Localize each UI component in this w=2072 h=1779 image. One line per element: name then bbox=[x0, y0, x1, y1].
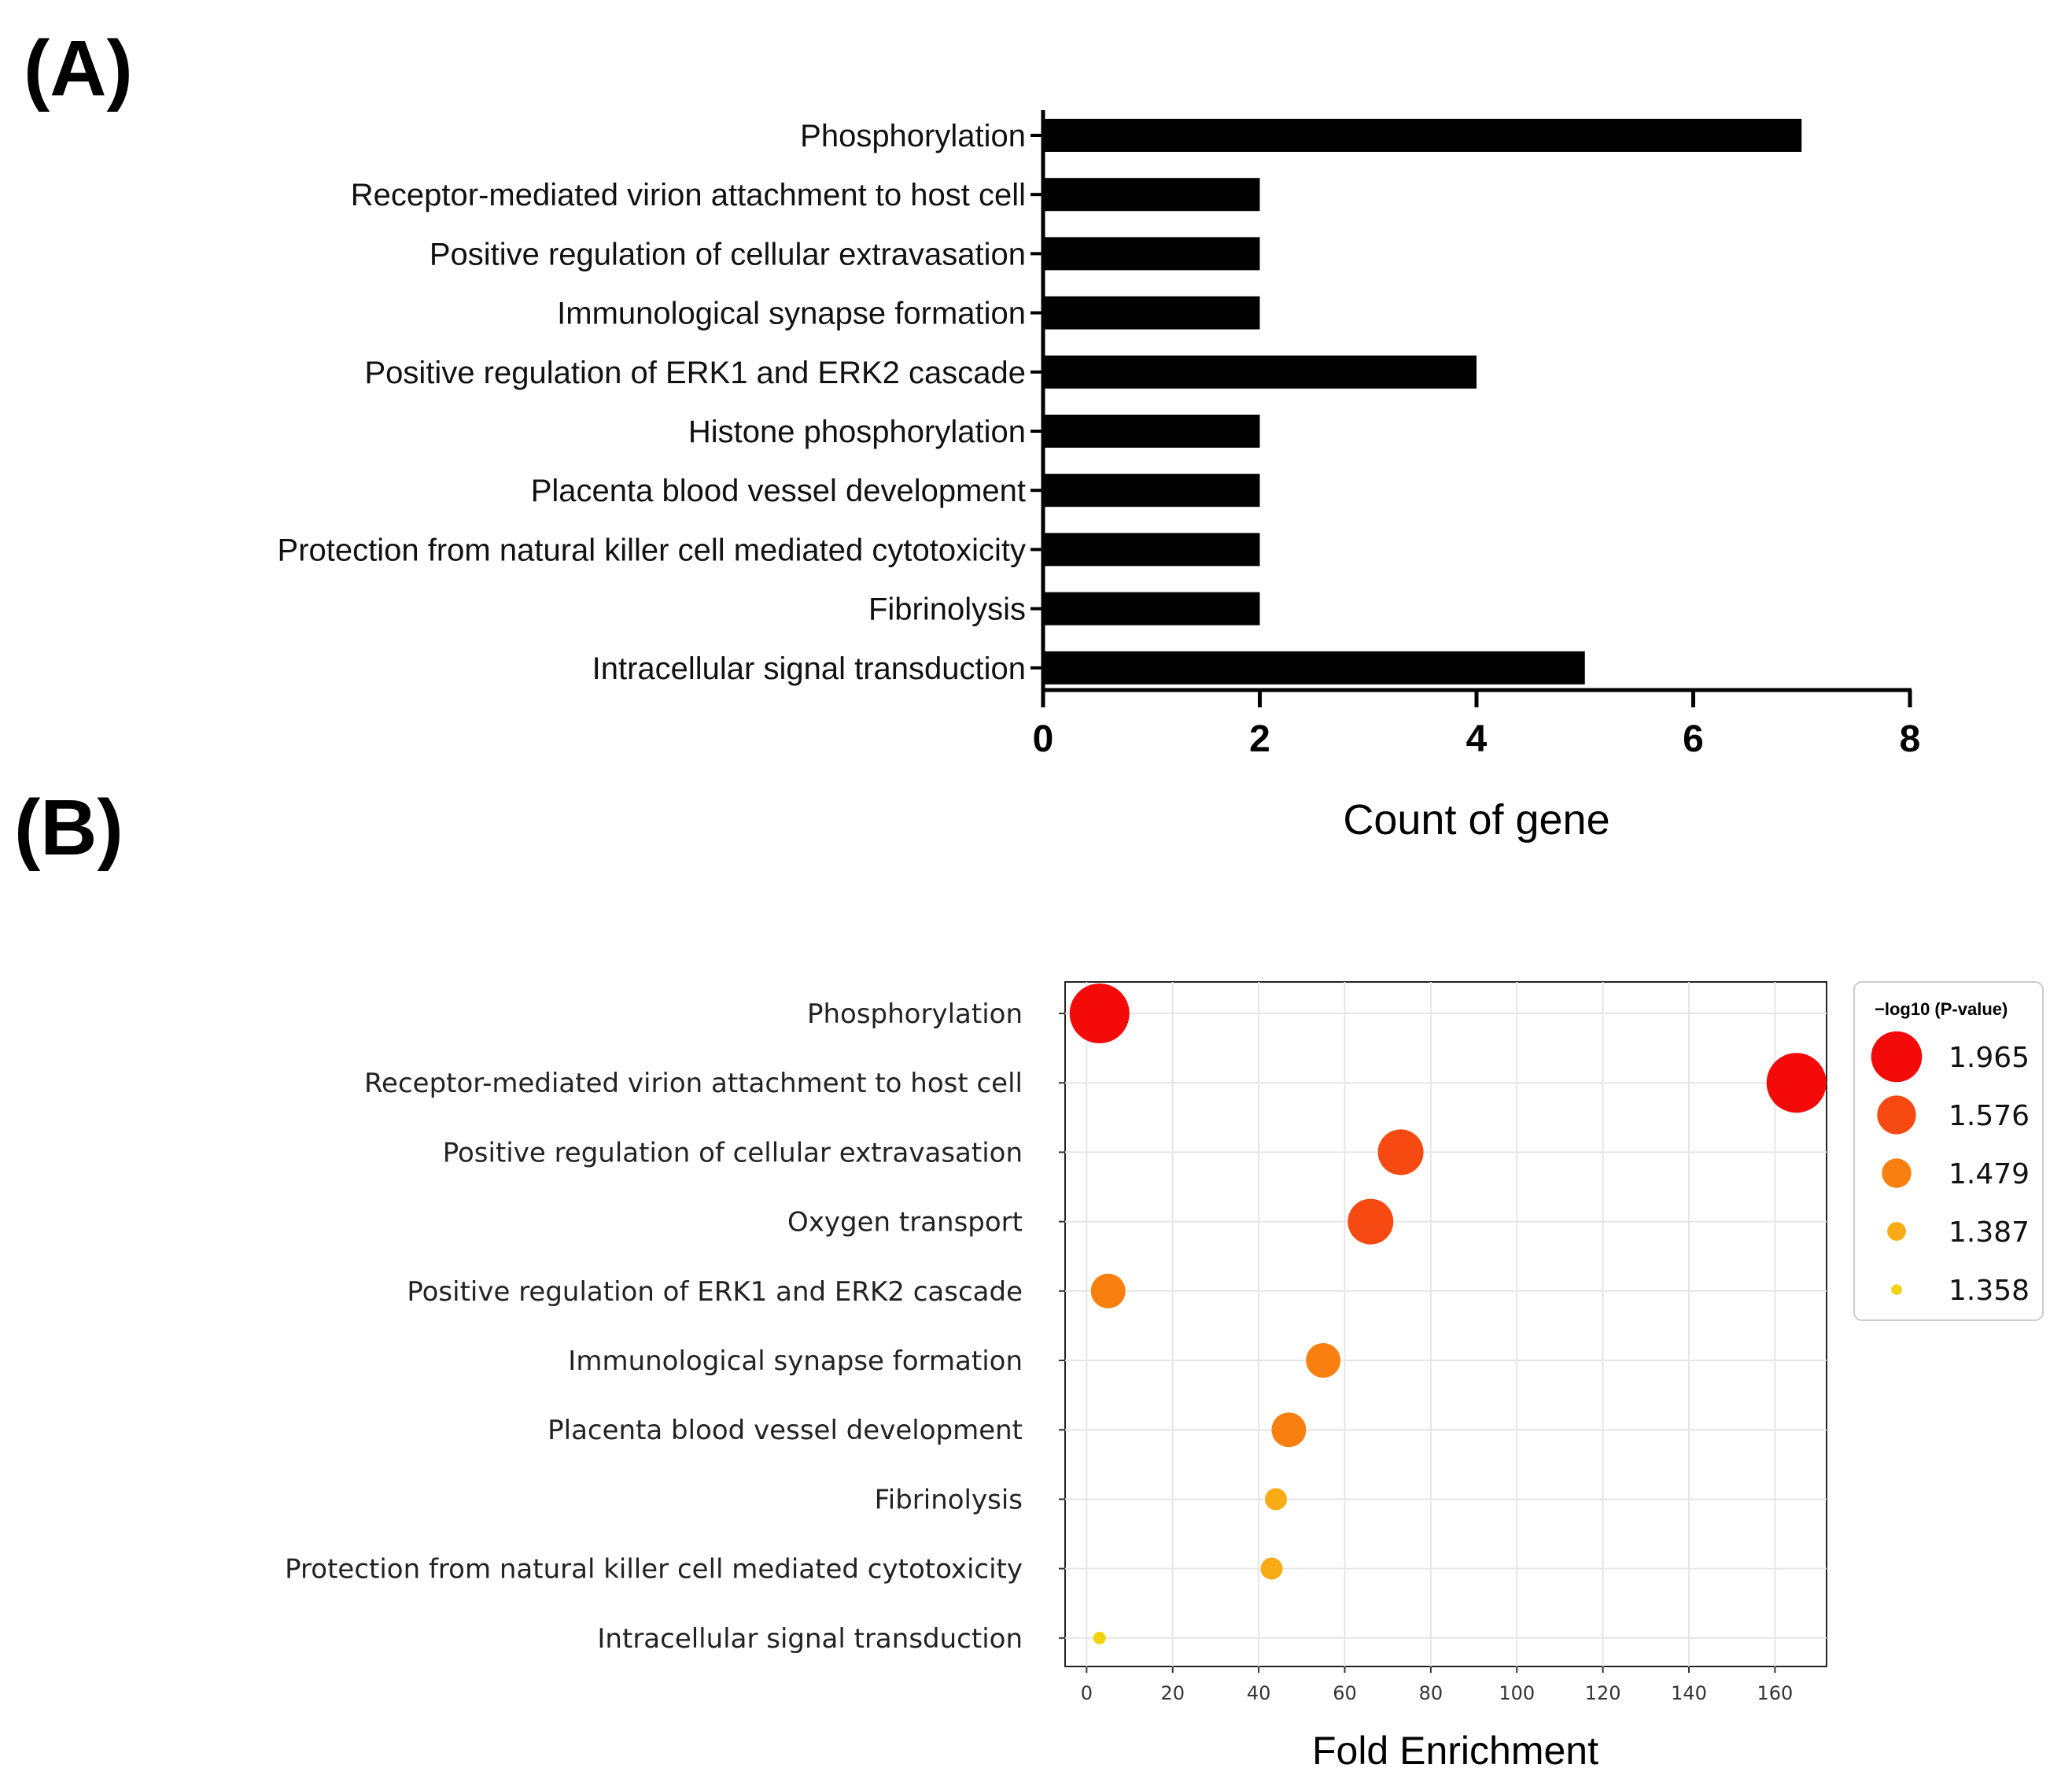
category-label: Placenta blood vessel development bbox=[531, 474, 1026, 508]
bubble-point bbox=[1260, 1557, 1283, 1580]
category-label: Immunological synapse formation bbox=[568, 1345, 1023, 1377]
legend-entry: 1.479 bbox=[1948, 1158, 2030, 1190]
category-label: Protection from natural killer cell medi… bbox=[278, 533, 1026, 567]
legend: −log10 (P-value) 1.965 1.576 1.479 1.387 1.35… bbox=[1853, 981, 2044, 1321]
panel-label-b: (B) bbox=[14, 784, 124, 872]
bar bbox=[1043, 237, 1260, 271]
bubble-point bbox=[1090, 1273, 1126, 1308]
bar bbox=[1043, 592, 1260, 626]
bubble-point bbox=[1093, 1631, 1106, 1644]
bar bbox=[1043, 533, 1260, 567]
plot-area bbox=[1064, 981, 1827, 1667]
x-tick-label: 20 bbox=[1160, 1682, 1185, 1704]
category-label: Placenta blood vessel development bbox=[547, 1415, 1023, 1446]
legend-marker bbox=[1887, 1222, 1906, 1241]
category-label: Intracellular signal transduction bbox=[592, 651, 1026, 686]
bar bbox=[1043, 355, 1477, 389]
category-label: Positive regulation of cellular extravas… bbox=[430, 237, 1026, 271]
legend-entry: 1.965 bbox=[1948, 1042, 2030, 1074]
bubble-chart-fold-enrichment: 0 20 40 60 80 100 120 140 160 Phosphorylation Rece… bbox=[285, 981, 2044, 1773]
x-tick-label: 60 bbox=[1333, 1682, 1357, 1704]
bubble-point bbox=[1766, 1053, 1827, 1113]
x-tick-label: 100 bbox=[1499, 1682, 1535, 1704]
legend-marker bbox=[1877, 1095, 1916, 1135]
bubble-point bbox=[1377, 1129, 1424, 1176]
category-label: Protection from natural killer cell medi… bbox=[285, 1554, 1023, 1585]
category-label: Histone phosphorylation bbox=[688, 415, 1026, 449]
x-tick-label: 0 bbox=[1033, 718, 1054, 760]
x-tick-label: 8 bbox=[1900, 718, 1921, 760]
legend-title: −log10 (P-value) bbox=[1875, 999, 2007, 1019]
bubble-point bbox=[1264, 1488, 1287, 1511]
legend-box bbox=[1853, 981, 2044, 1321]
bar bbox=[1043, 119, 1802, 152]
category-label: Oxygen transport bbox=[787, 1207, 1023, 1238]
bar bbox=[1043, 296, 1260, 330]
category-label: Positive regulation of ERK1 and ERK2 cas… bbox=[365, 356, 1027, 390]
bubble-point bbox=[1348, 1198, 1394, 1245]
x-tick-label: 120 bbox=[1585, 1682, 1621, 1704]
bubble-point bbox=[1306, 1343, 1341, 1378]
legend-entry: 1.358 bbox=[1948, 1275, 2030, 1307]
x-tick-label: 40 bbox=[1247, 1682, 1271, 1704]
category-label: Fibrinolysis bbox=[868, 592, 1026, 627]
category-label: Phosphorylation bbox=[800, 119, 1026, 153]
panel-label-a: (A) bbox=[24, 24, 133, 113]
legend-marker bbox=[1891, 1284, 1902, 1295]
x-tick-label: 6 bbox=[1683, 718, 1704, 760]
category-label: Positive regulation of ERK1 and ERK2 cas… bbox=[407, 1276, 1023, 1308]
x-tick-label: 80 bbox=[1419, 1682, 1443, 1704]
bubble-point bbox=[1069, 984, 1130, 1043]
category-label: Intracellular signal transduction bbox=[597, 1623, 1023, 1655]
bar bbox=[1043, 651, 1585, 685]
x-tick-label: 2 bbox=[1249, 718, 1270, 760]
category-label: Phosphorylation bbox=[807, 998, 1023, 1030]
x-tick-label: 0 bbox=[1081, 1682, 1093, 1704]
x-tick-label: 160 bbox=[1757, 1682, 1793, 1704]
legend-entry: 1.387 bbox=[1948, 1216, 2030, 1249]
legend-marker bbox=[1882, 1158, 1912, 1188]
bubble-point bbox=[1271, 1412, 1307, 1448]
category-label: Receptor-mediated virion attachment to h… bbox=[364, 1068, 1023, 1099]
category-label: Immunological synapse formation bbox=[557, 297, 1026, 331]
category-label: Positive regulation of cellular extravas… bbox=[443, 1137, 1023, 1168]
bar bbox=[1043, 178, 1260, 212]
legend-marker bbox=[1871, 1031, 1923, 1083]
bar-chart-gene-count: Phosphorylation Receptor-mediated virion … bbox=[278, 110, 1921, 843]
x-tick-label: 140 bbox=[1671, 1682, 1707, 1704]
category-label: Receptor-mediated virion attachment to h… bbox=[351, 178, 1026, 212]
x-axis-title: Count of gene bbox=[1343, 796, 1609, 843]
legend-entry: 1.576 bbox=[1948, 1100, 2030, 1132]
x-tick-label: 4 bbox=[1466, 718, 1488, 760]
bar bbox=[1043, 474, 1260, 507]
bar bbox=[1043, 415, 1260, 448]
category-label: Fibrinolysis bbox=[875, 1484, 1023, 1515]
x-axis-title: Fold Enrichment bbox=[1312, 1729, 1598, 1773]
